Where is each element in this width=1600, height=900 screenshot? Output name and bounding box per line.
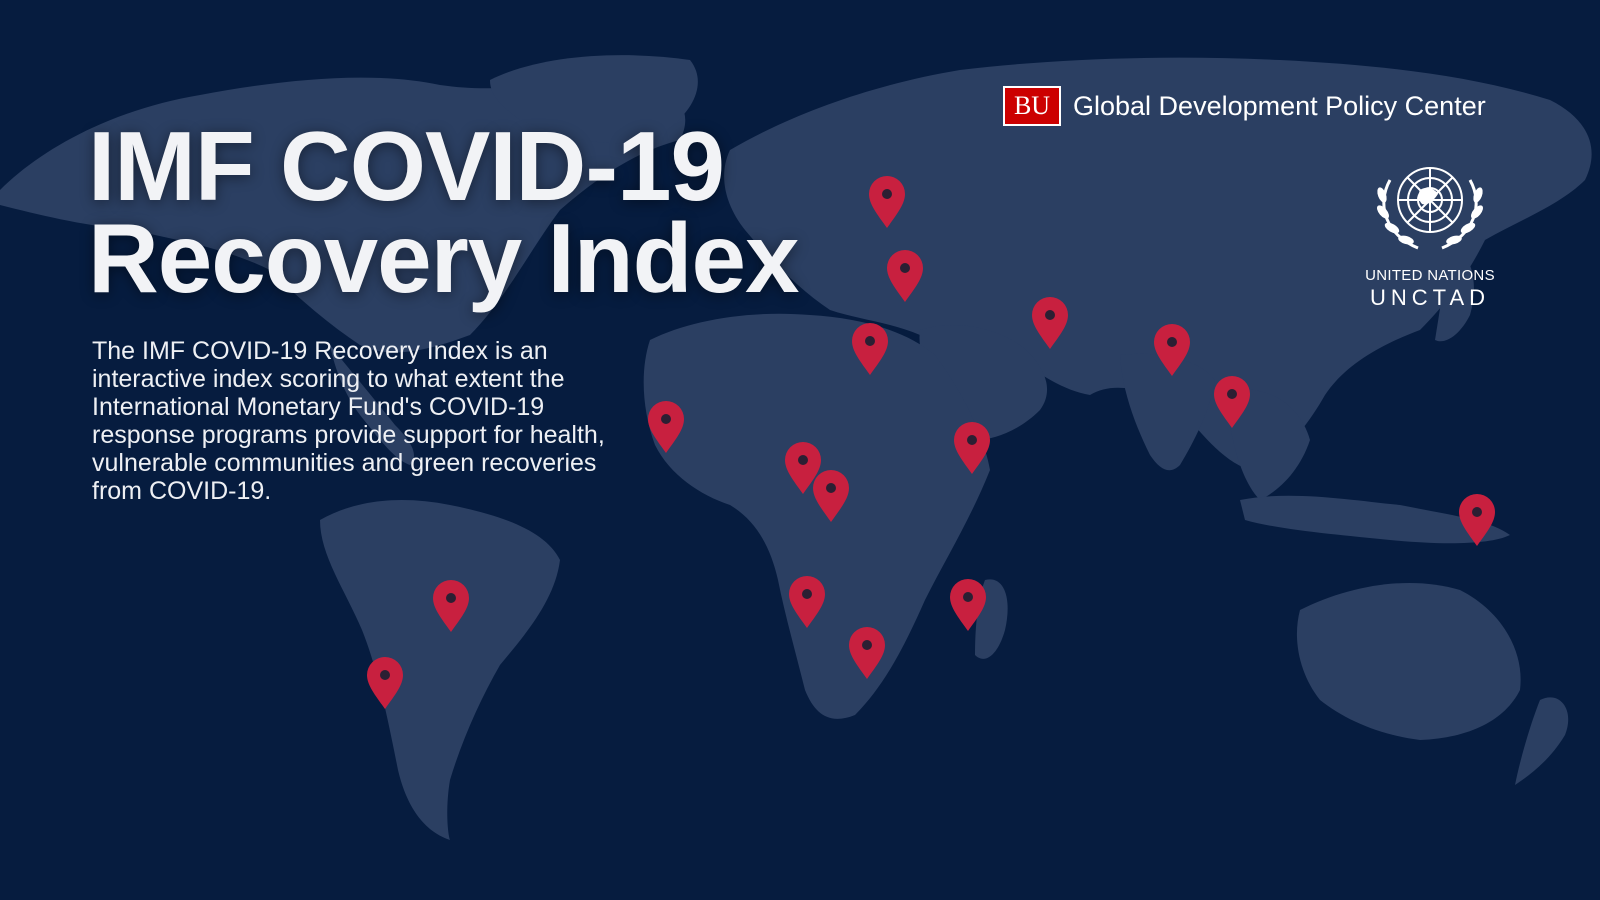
- new-zealand-landmass: [1515, 697, 1569, 785]
- bu-center-name: Global Development Policy Center: [1073, 90, 1486, 121]
- un-unctad-logo: UNITED NATIONS UNCTAD: [1365, 150, 1495, 311]
- un-emblem-icon: [1377, 167, 1483, 250]
- title-line-1: IMF COVID-19: [88, 111, 725, 221]
- description-text: The IMF COVID-19 Recovery Index is an in…: [92, 337, 605, 505]
- page-title: IMF COVID-19 Recovery Index: [88, 111, 799, 313]
- greenland-landmass: [490, 55, 698, 144]
- title-line-2: Recovery Index: [88, 203, 799, 313]
- bu-mark-icon: BU: [1003, 86, 1061, 126]
- japan-landmass: [1435, 245, 1474, 342]
- unctad-label: UNCTAD: [1369, 285, 1491, 310]
- europe-asia-landmass: [724, 57, 1592, 470]
- united-nations-label: UNITED NATIONS: [1365, 267, 1495, 284]
- southeast-asia-landmass: [1230, 389, 1310, 500]
- north-america-landmass: [0, 70, 686, 353]
- indonesia-landmass: [1240, 495, 1510, 544]
- africa-landmass: [643, 313, 990, 719]
- bu-gdp-logo: BU Global Development Policy Center: [1003, 86, 1486, 126]
- central-america-landmass: [330, 345, 415, 465]
- south-america-landmass: [320, 500, 560, 840]
- india-landmass: [1120, 353, 1215, 471]
- australia-landmass: [1296, 582, 1521, 740]
